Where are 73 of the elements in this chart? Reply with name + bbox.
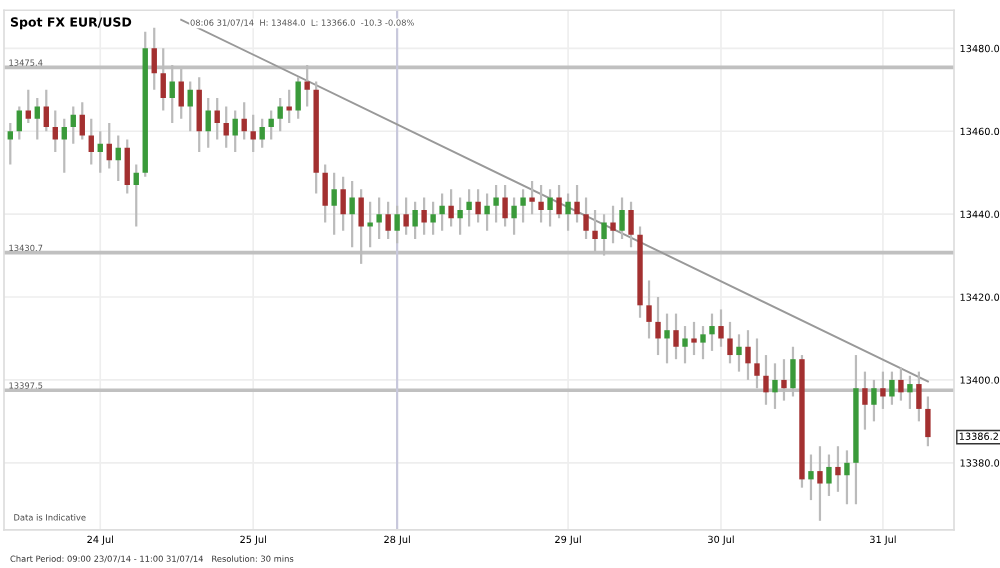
candlestick bbox=[448, 188, 454, 228]
candlestick bbox=[691, 320, 697, 357]
candlestick bbox=[124, 138, 130, 195]
candlestick bbox=[52, 109, 58, 154]
candlestick bbox=[619, 196, 625, 241]
candlestick bbox=[7, 121, 13, 166]
candlestick bbox=[466, 188, 472, 228]
candlestick bbox=[844, 449, 850, 506]
candlestick bbox=[628, 200, 634, 249]
candlestick bbox=[502, 184, 508, 228]
candlestick bbox=[565, 192, 571, 232]
candlestick bbox=[241, 101, 247, 141]
candlestick bbox=[70, 105, 76, 145]
candlestick bbox=[115, 134, 121, 183]
candlestick bbox=[493, 184, 499, 224]
candlestick bbox=[556, 184, 562, 220]
candlestick bbox=[106, 121, 112, 170]
candlestick bbox=[646, 279, 652, 340]
candlestick bbox=[673, 312, 679, 361]
candlestick bbox=[547, 188, 553, 228]
candlestick bbox=[349, 179, 355, 249]
candlestick bbox=[484, 192, 490, 232]
candlestick bbox=[457, 196, 463, 236]
candlestick bbox=[817, 445, 823, 522]
candlestick bbox=[430, 200, 436, 236]
candlestick bbox=[664, 312, 670, 365]
candlestick bbox=[133, 163, 139, 228]
candlestick bbox=[187, 80, 193, 133]
candlestick bbox=[259, 117, 265, 149]
candlestick bbox=[43, 88, 49, 133]
candlestick bbox=[61, 117, 67, 174]
candlestick bbox=[295, 76, 301, 120]
candlestick bbox=[709, 312, 715, 353]
candlestick bbox=[322, 163, 328, 224]
candlestick bbox=[511, 196, 517, 236]
candlestick bbox=[403, 196, 409, 236]
candlestick bbox=[214, 96, 220, 141]
candlestick bbox=[277, 96, 283, 133]
candlestick bbox=[232, 109, 238, 154]
candlestick bbox=[385, 200, 391, 241]
candlestick bbox=[727, 320, 733, 365]
candlestick bbox=[529, 179, 535, 216]
candlestick bbox=[394, 204, 400, 245]
candlestick bbox=[286, 88, 292, 125]
candlestick bbox=[538, 184, 544, 224]
candlestick bbox=[835, 445, 841, 493]
candlestick bbox=[421, 196, 427, 236]
candlestick bbox=[610, 204, 616, 245]
candlestick bbox=[412, 200, 418, 241]
candlestick bbox=[808, 453, 814, 502]
candlestick bbox=[196, 76, 202, 154]
candlestick bbox=[340, 175, 346, 232]
candlestick bbox=[718, 308, 724, 348]
candlestick bbox=[682, 324, 688, 365]
candlestick bbox=[250, 113, 256, 154]
candlestick bbox=[475, 188, 481, 224]
candlestick bbox=[88, 117, 94, 166]
candlestick bbox=[223, 105, 229, 149]
candlestick bbox=[736, 333, 742, 373]
candlestick bbox=[376, 196, 382, 241]
candlestick bbox=[34, 96, 40, 141]
candlestick bbox=[331, 171, 337, 236]
candlestick bbox=[826, 453, 832, 498]
candlestick bbox=[925, 395, 931, 448]
candlestick bbox=[583, 196, 589, 241]
candlestick bbox=[520, 188, 526, 224]
candlestick bbox=[574, 184, 580, 224]
candlestick bbox=[367, 200, 373, 249]
candlestick bbox=[268, 109, 274, 141]
candlestick bbox=[745, 329, 751, 382]
candlestick bbox=[700, 324, 706, 361]
candlestick bbox=[655, 295, 661, 357]
candlestick bbox=[439, 192, 445, 232]
